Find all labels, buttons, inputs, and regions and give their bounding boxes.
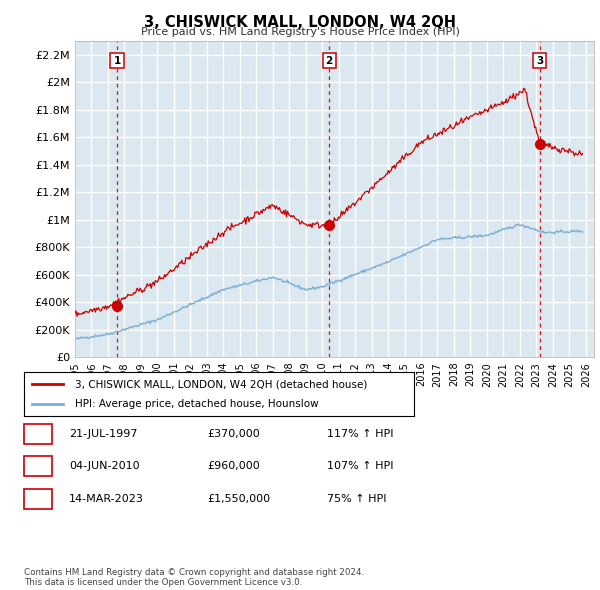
Text: £370,000: £370,000 bbox=[207, 429, 260, 438]
Text: 107% ↑ HPI: 107% ↑ HPI bbox=[327, 461, 394, 471]
Text: 3, CHISWICK MALL, LONDON, W4 2QH: 3, CHISWICK MALL, LONDON, W4 2QH bbox=[144, 15, 456, 30]
Text: 14-MAR-2023: 14-MAR-2023 bbox=[69, 494, 144, 503]
Text: 2: 2 bbox=[34, 461, 41, 471]
Text: £1,550,000: £1,550,000 bbox=[207, 494, 270, 503]
Text: Price paid vs. HM Land Registry's House Price Index (HPI): Price paid vs. HM Land Registry's House … bbox=[140, 27, 460, 37]
Text: Contains HM Land Registry data © Crown copyright and database right 2024.
This d: Contains HM Land Registry data © Crown c… bbox=[24, 568, 364, 587]
Text: 1: 1 bbox=[113, 55, 121, 65]
Text: 1: 1 bbox=[34, 429, 41, 438]
Text: 3, CHISWICK MALL, LONDON, W4 2QH (detached house): 3, CHISWICK MALL, LONDON, W4 2QH (detach… bbox=[75, 379, 367, 389]
Text: 117% ↑ HPI: 117% ↑ HPI bbox=[327, 429, 394, 438]
Text: 75% ↑ HPI: 75% ↑ HPI bbox=[327, 494, 386, 503]
Text: 04-JUN-2010: 04-JUN-2010 bbox=[69, 461, 140, 471]
Text: HPI: Average price, detached house, Hounslow: HPI: Average price, detached house, Houn… bbox=[75, 399, 319, 408]
Text: 3: 3 bbox=[34, 494, 41, 503]
Text: 2: 2 bbox=[325, 55, 332, 65]
Text: 21-JUL-1997: 21-JUL-1997 bbox=[69, 429, 137, 438]
Text: £960,000: £960,000 bbox=[207, 461, 260, 471]
Text: 3: 3 bbox=[536, 55, 543, 65]
